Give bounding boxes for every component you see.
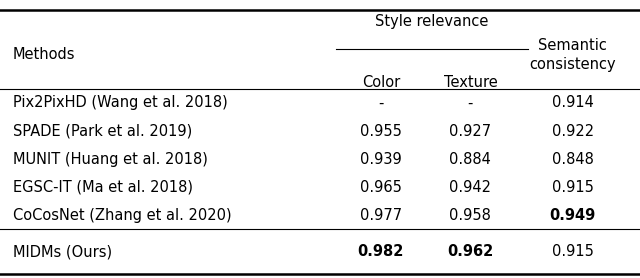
Text: 0.982: 0.982 [358,244,404,259]
Text: CoCosNet (Zhang et al. 2020): CoCosNet (Zhang et al. 2020) [13,208,232,223]
Text: Methods: Methods [13,48,76,62]
Text: Pix2PixHD (Wang et al. 2018): Pix2PixHD (Wang et al. 2018) [13,96,228,110]
Text: 0.914: 0.914 [552,96,594,110]
Text: Color: Color [362,75,400,90]
Text: 0.915: 0.915 [552,244,594,259]
Text: 0.977: 0.977 [360,208,402,223]
Text: -: - [468,96,473,110]
Text: MIDMs (Ours): MIDMs (Ours) [13,244,112,259]
Text: 0.848: 0.848 [552,152,594,167]
Text: Texture: Texture [444,75,497,90]
Text: 0.922: 0.922 [552,124,594,138]
Text: Semantic
consistency: Semantic consistency [529,38,616,72]
Text: 0.927: 0.927 [449,124,492,138]
Text: 0.942: 0.942 [449,180,492,195]
Text: 0.939: 0.939 [360,152,402,167]
Text: -: - [378,96,383,110]
Text: Style relevance: Style relevance [375,14,489,29]
Text: MUNIT (Huang et al. 2018): MUNIT (Huang et al. 2018) [13,152,207,167]
Text: 0.949: 0.949 [550,208,596,223]
Text: EGSC-IT (Ma et al. 2018): EGSC-IT (Ma et al. 2018) [13,180,193,195]
Text: 0.955: 0.955 [360,124,402,138]
Text: 0.965: 0.965 [360,180,402,195]
Text: 0.958: 0.958 [449,208,492,223]
Text: 0.884: 0.884 [449,152,492,167]
Text: 0.915: 0.915 [552,180,594,195]
Text: 0.962: 0.962 [447,244,493,259]
Text: SPADE (Park et al. 2019): SPADE (Park et al. 2019) [13,124,192,138]
